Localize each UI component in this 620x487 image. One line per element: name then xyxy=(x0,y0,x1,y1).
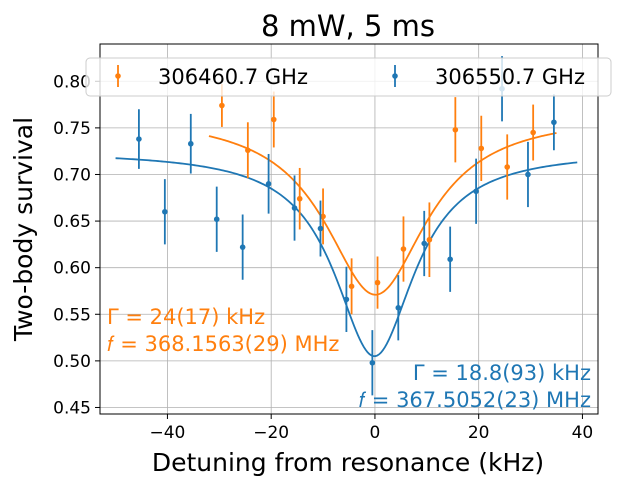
fit-curve-series-1 xyxy=(208,132,557,296)
x-axis: −40 −20 0 20 40 xyxy=(149,414,593,443)
y-axis-label: Two-body survival xyxy=(9,117,38,342)
data-point xyxy=(317,225,324,232)
y-tick-label: 0.60 xyxy=(53,259,91,279)
data-point xyxy=(320,213,326,220)
x-tick-label: −20 xyxy=(253,423,289,443)
data-point xyxy=(478,145,485,152)
data-point xyxy=(265,180,272,187)
y-tick-label: 0.50 xyxy=(53,352,91,372)
legend-marker-point xyxy=(392,73,398,79)
legend-frame xyxy=(85,57,612,97)
data-point xyxy=(395,304,402,311)
data-point xyxy=(473,188,479,195)
data-point xyxy=(136,136,142,142)
data-point xyxy=(447,256,453,263)
y-tick-label: 0.80 xyxy=(53,72,91,92)
data-point xyxy=(421,240,428,247)
x-axis-label: Detuning from resonance (kHz) xyxy=(152,448,544,477)
chart-title: 8 mW, 5 ms xyxy=(261,9,435,43)
data-point xyxy=(551,119,557,126)
x-tick-label: −40 xyxy=(149,423,185,443)
data-point xyxy=(213,216,220,223)
y-tick-label: 0.55 xyxy=(53,305,91,325)
y-tick-label: 0.70 xyxy=(53,165,91,185)
y-tick-label: 0.75 xyxy=(53,119,91,139)
x-tick-label: 40 xyxy=(572,423,594,443)
fit-annotation-line: 𝑓 = 368.1563(29) MHz xyxy=(107,332,339,356)
data-point xyxy=(348,283,355,290)
y-tick-label: 0.45 xyxy=(53,398,91,418)
legend-label: 306460.7 GHz xyxy=(158,65,308,89)
data-point xyxy=(452,126,459,133)
data-point xyxy=(291,205,298,211)
data-point xyxy=(187,140,194,147)
y-tick-label: 0.65 xyxy=(53,212,91,232)
fit-annotation-line: 𝑓 = 367.5052(23) MHz xyxy=(359,388,591,412)
data-point xyxy=(343,296,350,303)
data-point xyxy=(239,244,246,250)
data-point xyxy=(296,195,303,202)
legend: 306460.7 GHz 306550.7 GHz xyxy=(85,57,612,97)
y-axis: 0.45 0.50 0.55 0.60 0.65 0.70 0.75 0.80 xyxy=(53,72,100,418)
data-point xyxy=(374,279,381,286)
data-point xyxy=(162,208,168,215)
x-tick-label: 20 xyxy=(468,423,490,443)
data-point xyxy=(504,164,511,170)
legend-marker-point xyxy=(115,73,121,79)
data-point xyxy=(369,359,376,366)
plot-frame xyxy=(99,43,599,415)
data-point xyxy=(270,116,277,123)
x-tick-label: 0 xyxy=(370,423,381,443)
legend-label: 306550.7 GHz xyxy=(435,65,585,89)
data-point xyxy=(245,147,251,154)
data-point xyxy=(426,236,433,243)
data-point xyxy=(530,129,536,136)
data-point xyxy=(525,171,531,178)
fit-annotation-line: Γ = 24(17) kHz xyxy=(107,305,265,329)
grid xyxy=(100,44,598,414)
fit-annotation-line: Γ = 18.8(93) kHz xyxy=(413,361,591,385)
data-point xyxy=(219,102,225,109)
data-point xyxy=(400,246,407,252)
fit-annotations: Γ = 24(17) kHz 𝑓 = 368.1563(29) MHz Γ = 18… xyxy=(107,305,591,412)
